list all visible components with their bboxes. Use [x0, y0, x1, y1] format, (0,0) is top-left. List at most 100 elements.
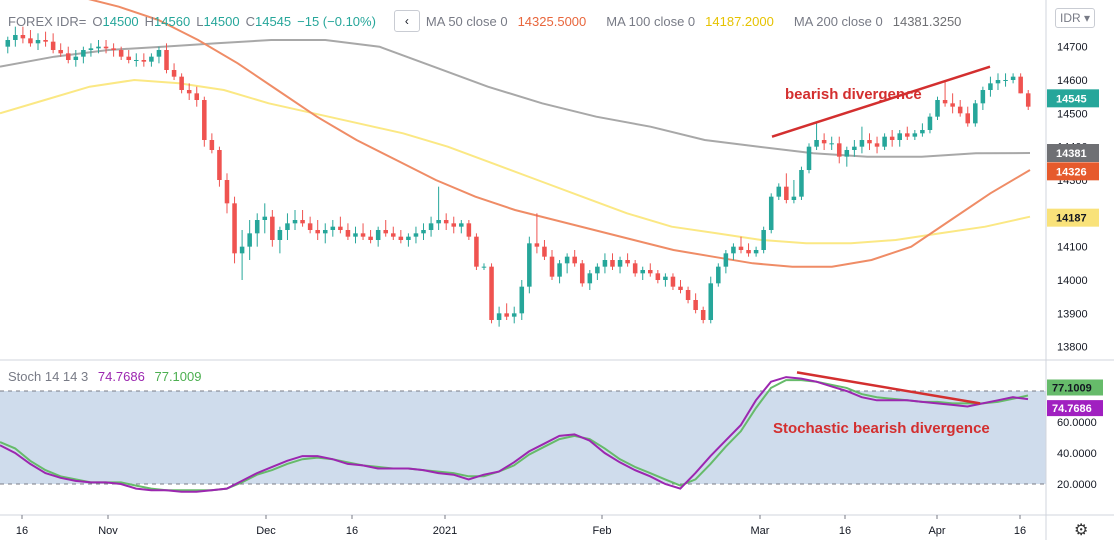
- candle-body: [799, 170, 804, 197]
- candle-body: [655, 273, 661, 280]
- candle-body: [224, 180, 230, 204]
- candle-body: [791, 196, 797, 200]
- candle-body: [602, 260, 608, 267]
- candle-body: [164, 50, 169, 70]
- gear-icon[interactable]: ⚙: [1074, 522, 1089, 539]
- candle-body: [920, 130, 925, 134]
- candle-body: [625, 260, 630, 264]
- candle-body: [474, 236, 479, 267]
- candle-body: [776, 186, 782, 197]
- candle-body: [134, 60, 139, 61]
- time-tick-label: 16: [16, 525, 28, 537]
- candle-body: [784, 186, 789, 200]
- candle-body: [58, 50, 63, 54]
- candle-body: [28, 38, 33, 44]
- candle-body: [194, 93, 200, 100]
- currency-selector[interactable]: IDR ▾: [1055, 8, 1095, 28]
- candle-body: [534, 243, 540, 247]
- candle-body: [632, 263, 638, 274]
- candle-body: [980, 90, 986, 104]
- candle-body: [905, 133, 910, 137]
- candle-body: [723, 253, 729, 267]
- stoch-k-badge: [1047, 400, 1103, 417]
- candle-body: [202, 100, 207, 140]
- candle-body: [345, 230, 351, 237]
- candle-body: [973, 103, 978, 124]
- candle-body: [451, 223, 457, 227]
- candle-body: [277, 230, 283, 240]
- candle-body: [549, 256, 555, 277]
- candle-body: [995, 80, 1001, 84]
- candle-body: [927, 116, 933, 130]
- candle-body: [13, 35, 18, 40]
- candle-body: [761, 230, 766, 250]
- stochastic-pane[interactable]: [0, 371, 1046, 493]
- candle-body: [35, 40, 41, 44]
- candle-body: [1025, 93, 1031, 107]
- candle-body: [406, 236, 411, 240]
- price-tick-label: 14700: [1057, 42, 1088, 54]
- bearish-divergence-label: bearish divergence: [785, 86, 922, 103]
- time-tick-label: 16: [346, 525, 358, 537]
- price-pane[interactable]: [0, 0, 1031, 327]
- candle-body: [81, 50, 86, 57]
- candle-body: [912, 133, 918, 137]
- candle-body: [421, 230, 426, 234]
- low-value: 14500: [203, 13, 240, 29]
- candle-body: [829, 143, 834, 145]
- stoch-k-line: [0, 376, 1029, 493]
- candle-body: [640, 270, 645, 274]
- candle-body: [428, 223, 434, 230]
- candle-body: [315, 230, 320, 234]
- candle-body: [1010, 76, 1016, 80]
- candle-body: [489, 266, 494, 320]
- stoch-tick-label: 20.0000: [1057, 479, 1097, 491]
- stoch-d-badge: [1047, 379, 1103, 396]
- last-price-badge: [1047, 208, 1099, 227]
- close-value: 14545: [254, 13, 292, 29]
- ma200-value: 14381.3250: [892, 13, 962, 29]
- time-tick-label: Mar: [751, 525, 770, 537]
- candle-body: [270, 216, 275, 240]
- candle-body: [738, 246, 744, 250]
- candle-body: [678, 286, 683, 290]
- candle-body: [889, 136, 895, 140]
- candle-body: [436, 220, 441, 224]
- candle-body: [859, 140, 865, 147]
- ma200-name: MA 200 close 0: [793, 13, 883, 29]
- candle-body: [806, 146, 812, 170]
- candle-body: [118, 50, 124, 57]
- candle-body: [942, 100, 948, 104]
- candle-body: [496, 313, 502, 320]
- time-tick-label: Feb: [593, 525, 612, 537]
- candle-body: [731, 246, 736, 254]
- candle-body: [186, 90, 192, 94]
- candle-body: [685, 290, 691, 300]
- candle-body: [519, 286, 525, 314]
- candle-body: [383, 230, 388, 234]
- candle-body: [504, 313, 509, 317]
- candle-body: [746, 250, 751, 254]
- candle-body: [73, 56, 79, 60]
- high-value: 14560: [154, 13, 191, 29]
- stoch-k-value: 74.7686: [97, 369, 145, 384]
- time-tick-label: 16: [839, 525, 851, 537]
- last-price-badge: [1047, 162, 1099, 181]
- candle-body: [232, 203, 237, 254]
- price-tick-label: 14100: [1057, 242, 1088, 254]
- chevron-left-icon[interactable]: ‹: [393, 10, 420, 32]
- ma50-name: MA 50 close 0: [425, 13, 508, 29]
- candle-body: [587, 273, 593, 284]
- candle-body: [617, 260, 623, 267]
- price-tick-label: 14600: [1057, 75, 1088, 87]
- ma100-line: [0, 78, 1031, 245]
- candle-body: [935, 100, 940, 117]
- candle-body: [716, 266, 721, 284]
- candle-body: [950, 103, 955, 107]
- candle-body: [239, 246, 245, 254]
- candle-body: [330, 226, 336, 230]
- candle-body: [368, 236, 373, 240]
- candle-body: [1018, 76, 1023, 94]
